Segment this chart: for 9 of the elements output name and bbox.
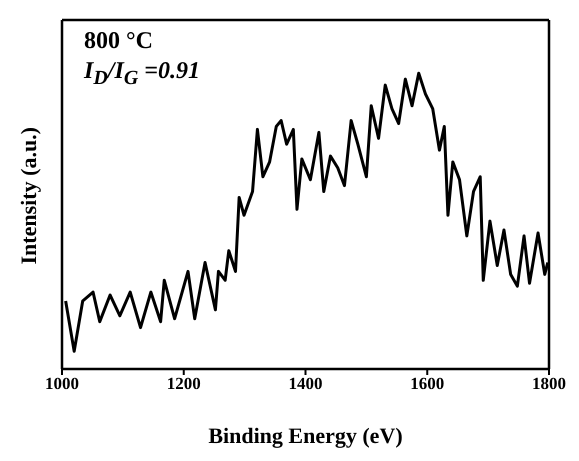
x-tick-label: 1600 [410,374,444,394]
x-tick-label: 1200 [166,374,201,394]
y-axis-title: Intensity (a.u.) [16,126,41,264]
x-tick-label: 1400 [288,374,322,394]
text: 800 °C [84,28,153,55]
x-tick-label: 1000 [45,374,79,394]
annotation: I$_{D}$/I$_{G}$ =0.91 [84,58,200,90]
x-tick-label: 1800 [532,374,566,394]
x-axis-title: Binding Energy (eV) [208,423,403,448]
